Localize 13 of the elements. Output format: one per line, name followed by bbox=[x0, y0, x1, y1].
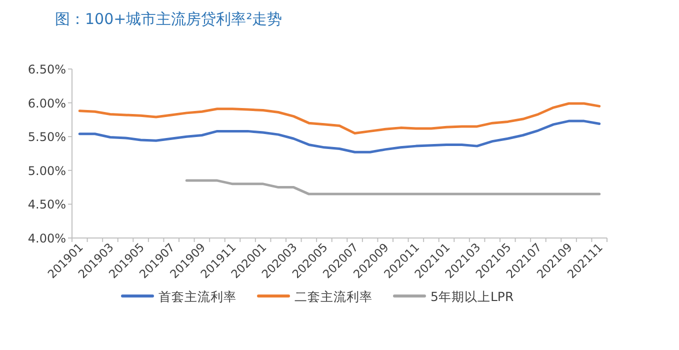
y-tick-label: 4.50% bbox=[28, 198, 66, 212]
chart-title: 图：100+城市主流房贷利率²走势 bbox=[55, 10, 282, 28]
legend-label: 二套主流利率 bbox=[294, 289, 372, 304]
line-series bbox=[185, 179, 601, 196]
line-series bbox=[78, 120, 601, 154]
y-tick-label: 6.50% bbox=[28, 62, 66, 76]
y-tick-label: 6.00% bbox=[28, 96, 66, 110]
legend-label: 首套主流利率 bbox=[158, 289, 236, 304]
line-series bbox=[78, 102, 601, 134]
y-tick-label: 5.50% bbox=[28, 130, 66, 144]
legend-label: 5年期以上LPR bbox=[430, 289, 514, 304]
y-tick-label: 4.00% bbox=[28, 232, 66, 246]
y-tick-label: 5.00% bbox=[28, 164, 66, 178]
